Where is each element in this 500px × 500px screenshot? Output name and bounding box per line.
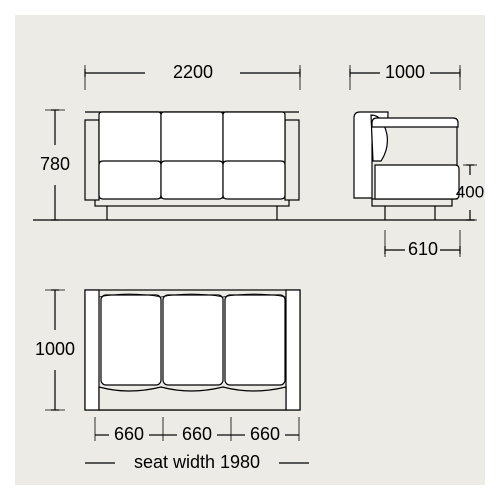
sofa-top (85, 290, 300, 410)
sofa-front (85, 112, 299, 220)
dim-seg-c: 660 (250, 424, 280, 444)
dim-top-depth: 1000 (35, 339, 75, 359)
dim-seat-width: seat width 1980 (134, 452, 260, 472)
dim-seg-b: 660 (182, 424, 212, 444)
dim-side-width: 1000 (385, 62, 425, 82)
dim-side-depth: 610 (408, 239, 438, 259)
tech-drawing: 2200 1000 780 400 610 (15, 15, 485, 485)
dim-seg-a: 660 (114, 424, 144, 444)
dim-side-seat-h: 400 (456, 182, 484, 201)
dim-front-width: 2200 (173, 62, 213, 82)
dimension-sheet: 2200 1000 780 400 610 (15, 15, 485, 485)
dim-front-height: 780 (40, 154, 70, 174)
